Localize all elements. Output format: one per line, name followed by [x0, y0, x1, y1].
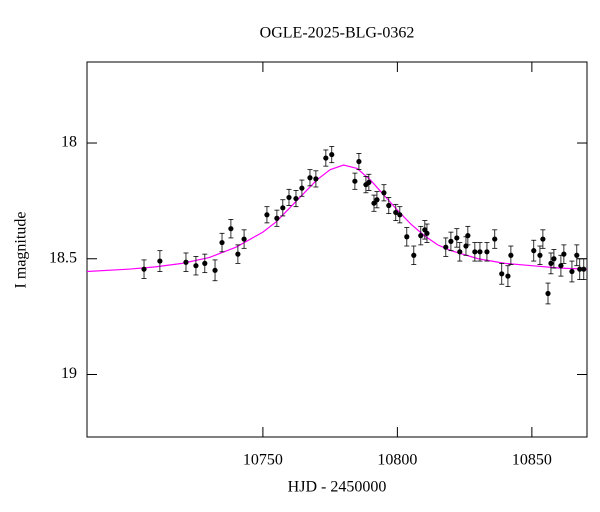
- data-point: [381, 190, 387, 196]
- data-point: [183, 259, 189, 265]
- data-point: [545, 290, 551, 297]
- data-point: [577, 266, 583, 272]
- data-point: [307, 175, 313, 181]
- data-point: [558, 263, 564, 269]
- model-curve: [86, 164, 588, 273]
- data-point: [569, 268, 575, 275]
- data-point: [386, 202, 392, 209]
- data-point: [397, 212, 403, 218]
- data-point: [352, 178, 358, 184]
- data-point: [356, 158, 362, 165]
- data-point: [212, 267, 218, 273]
- data-point: [202, 260, 208, 266]
- data-point: [574, 252, 580, 258]
- data-point: [293, 195, 299, 202]
- chart-title: OGLE-2025-BLG-0362: [260, 25, 415, 42]
- data-point: [371, 200, 377, 206]
- data-point: [443, 244, 449, 250]
- data-point: [280, 205, 286, 211]
- data-point: [561, 251, 567, 257]
- data-point: [472, 249, 478, 255]
- y-tick-label: 19: [61, 365, 77, 382]
- data-point: [540, 236, 546, 242]
- data-point: [454, 235, 460, 241]
- data-point: [323, 155, 329, 161]
- data-point: [477, 249, 483, 255]
- data-point: [366, 179, 372, 185]
- data-point: [228, 226, 234, 232]
- data-point: [313, 176, 319, 182]
- data-point: [508, 252, 514, 258]
- data-point: [393, 209, 399, 216]
- data-point: [374, 197, 380, 203]
- data-point: [274, 215, 280, 221]
- data-point: [531, 248, 537, 254]
- data-point: [537, 252, 543, 258]
- data-point: [286, 194, 292, 201]
- data-point: [241, 236, 247, 242]
- x-axis-label: HJD - 2450000: [288, 479, 387, 496]
- data-point: [157, 258, 163, 264]
- x-tick-label: 10850: [512, 452, 552, 469]
- plot-frame: [86, 61, 588, 438]
- data-point: [264, 212, 270, 218]
- data-point: [329, 151, 335, 158]
- data-point: [581, 266, 587, 272]
- y-axis-label: I magnitude: [13, 212, 30, 289]
- data-point: [548, 260, 554, 266]
- data-point: [484, 249, 490, 255]
- data-point: [141, 266, 147, 272]
- data-point: [411, 252, 417, 258]
- x-tick-label: 10750: [243, 452, 283, 469]
- data-point: [418, 233, 424, 239]
- data-point: [404, 234, 410, 240]
- y-tick-label: 18.5: [49, 249, 77, 266]
- data-point: [457, 249, 463, 255]
- data-point: [505, 273, 511, 279]
- data-point: [235, 251, 241, 257]
- y-tick-label: 18: [61, 134, 77, 151]
- data-point: [465, 233, 471, 239]
- data-point: [492, 236, 498, 242]
- data-point: [193, 263, 199, 269]
- data-point: [299, 185, 305, 191]
- x-tick-label: 10800: [377, 452, 417, 469]
- data-point: [424, 230, 430, 236]
- data-point: [551, 256, 557, 262]
- data-point: [448, 238, 454, 244]
- data-point: [499, 271, 505, 277]
- data-point: [219, 239, 225, 246]
